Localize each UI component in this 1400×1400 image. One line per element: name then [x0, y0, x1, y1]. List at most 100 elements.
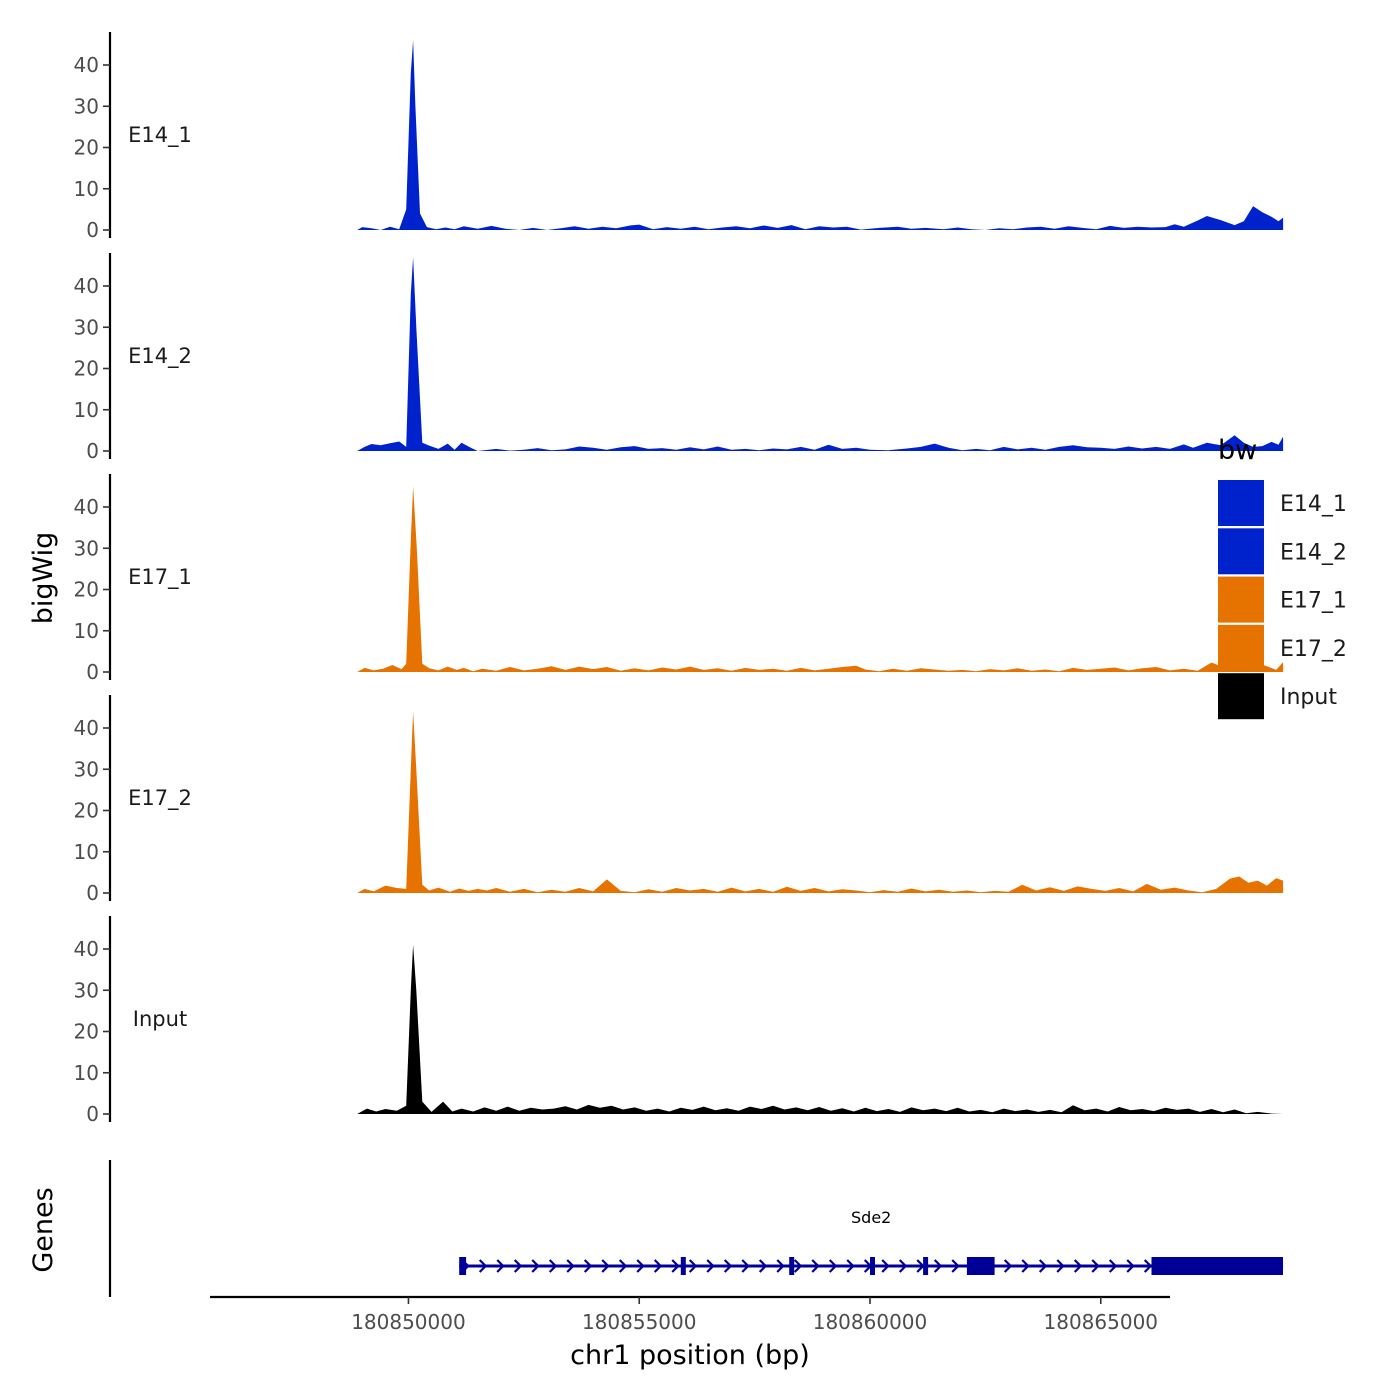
strand-arrow: [618, 1259, 628, 1273]
y-tick-label: 10: [74, 398, 99, 422]
strand-arrow: [653, 1259, 663, 1273]
y-tick-label: 20: [74, 357, 99, 381]
y-tick-label: 20: [74, 1020, 99, 1044]
legend-swatch: [1218, 528, 1264, 575]
y-tick-label: 10: [74, 840, 99, 864]
strand-arrow: [531, 1259, 540, 1273]
strand-arrow: [881, 1259, 890, 1273]
strand-arrow: [951, 1259, 960, 1273]
track-E17_1: 0 10 20 30 40 E17_1: [74, 474, 1284, 684]
legend-item: Input: [1218, 673, 1337, 720]
strand-arrow: [671, 1259, 680, 1273]
y-tick-label: 30: [74, 757, 99, 781]
track-label: E17_2: [128, 786, 192, 811]
y-tick-label: 30: [74, 978, 99, 1002]
strand-arrow: [933, 1259, 943, 1273]
legend-label: E17_1: [1280, 589, 1347, 614]
strand-arrow: [811, 1259, 820, 1273]
gene-exon: [923, 1257, 929, 1275]
genes-axis-title: Genes: [28, 1187, 59, 1272]
strand-arrow: [793, 1259, 803, 1273]
strand-arrow: [776, 1259, 785, 1273]
legend-swatch: [1218, 480, 1264, 526]
track-label: E14_1: [128, 123, 192, 148]
strand-arrow: [1143, 1259, 1153, 1273]
y-tick-label: 0: [86, 439, 99, 463]
strand-arrow: [846, 1259, 855, 1273]
gene-exon: [459, 1257, 467, 1275]
legend: bw E14_1 E14_2 E17_1 E17_2 Input: [1218, 435, 1347, 720]
legend-item: E14_1: [1218, 480, 1347, 526]
strand-arrow: [601, 1259, 610, 1273]
track-E17_2: 0 10 20 30 40 E17_2: [74, 695, 1284, 905]
strand-arrow: [496, 1259, 505, 1273]
x-tick-label: 180850000: [351, 1310, 466, 1334]
track-Input: 0 10 20 30 40 Input: [74, 916, 1284, 1126]
strand-arrow: [566, 1259, 575, 1273]
y-tick-label: 0: [86, 881, 99, 905]
gene-exon: [789, 1257, 795, 1275]
x-tick-label: 180860000: [813, 1310, 928, 1334]
y-tick-label: 20: [74, 799, 99, 823]
y-tick-label: 0: [86, 218, 99, 242]
gene-name-label: Sde2: [851, 1208, 891, 1227]
strand-arrow: [828, 1259, 838, 1273]
y-tick-label: 10: [74, 619, 99, 643]
legend-swatch: [1218, 624, 1264, 671]
y-tick-label: 40: [74, 274, 99, 298]
gene-exon: [870, 1257, 875, 1275]
strand-arrow: [898, 1259, 908, 1273]
y-tick-label: 10: [74, 1061, 99, 1085]
strand-arrow: [741, 1259, 750, 1273]
track-label: E14_2: [128, 344, 192, 369]
strand-arrow: [478, 1259, 488, 1273]
y-tick-label: 40: [74, 495, 99, 519]
legend-swatch: [1218, 673, 1264, 720]
strand-arrow: [1108, 1259, 1118, 1273]
track-E14_2: 0 10 20 30 40 E14_2: [74, 253, 1284, 463]
strand-arrow: [1073, 1259, 1083, 1273]
strand-arrow: [513, 1259, 523, 1273]
gene-track: Sde2: [108, 1160, 1284, 1297]
y-tick-label: 20: [74, 578, 99, 602]
y-tick-label: 30: [74, 315, 99, 339]
gene-exon-large: [966, 1257, 995, 1275]
gene-exon-large: [1151, 1257, 1283, 1275]
legend-item: E14_2: [1218, 528, 1347, 575]
legend-label: E14_1: [1280, 492, 1347, 517]
strand-arrow: [706, 1259, 715, 1273]
y-tick-label: 0: [86, 660, 99, 684]
x-axis: 180850000 180855000 180860000 180865000: [210, 1295, 1170, 1334]
legend-label: E17_2: [1280, 637, 1347, 662]
y-tick-label: 40: [74, 716, 99, 740]
gene-exon: [680, 1257, 686, 1275]
legend-swatch: [1218, 576, 1264, 623]
strand-arrow: [1003, 1259, 1013, 1273]
strand-arrow: [583, 1259, 593, 1273]
strand-arrow: [548, 1259, 558, 1273]
strand-arrow: [1021, 1259, 1030, 1273]
y-tick-label: 40: [74, 53, 99, 77]
strand-arrow: [1038, 1259, 1048, 1273]
strand-arrow: [1056, 1259, 1065, 1273]
legend-item: E17_2: [1218, 624, 1347, 671]
track-label: Input: [133, 1007, 187, 1031]
strand-arrow: [1126, 1259, 1135, 1273]
coverage-tracks: 0 10 20 30 40 E14_1 0 10 20 30 40 E14_2 0 10 20 30 40 E17…: [74, 32, 1284, 1126]
y-tick-label: 30: [74, 536, 99, 560]
strand-arrow: [636, 1259, 645, 1273]
y-axis-title: bigWig: [28, 532, 59, 625]
legend-label: E14_2: [1280, 540, 1347, 565]
strand-arrow: [758, 1259, 768, 1273]
strand-arrow: [688, 1259, 698, 1273]
strand-arrow: [1091, 1259, 1100, 1273]
y-tick-label: 0: [86, 1102, 99, 1126]
legend-label: Input: [1280, 685, 1337, 710]
strand-arrow: [723, 1259, 733, 1273]
y-tick-label: 40: [74, 937, 99, 961]
x-axis-title: chr1 position (bp): [570, 1340, 810, 1371]
x-tick-label: 180865000: [1044, 1310, 1159, 1334]
legend-item: E17_1: [1218, 576, 1347, 623]
